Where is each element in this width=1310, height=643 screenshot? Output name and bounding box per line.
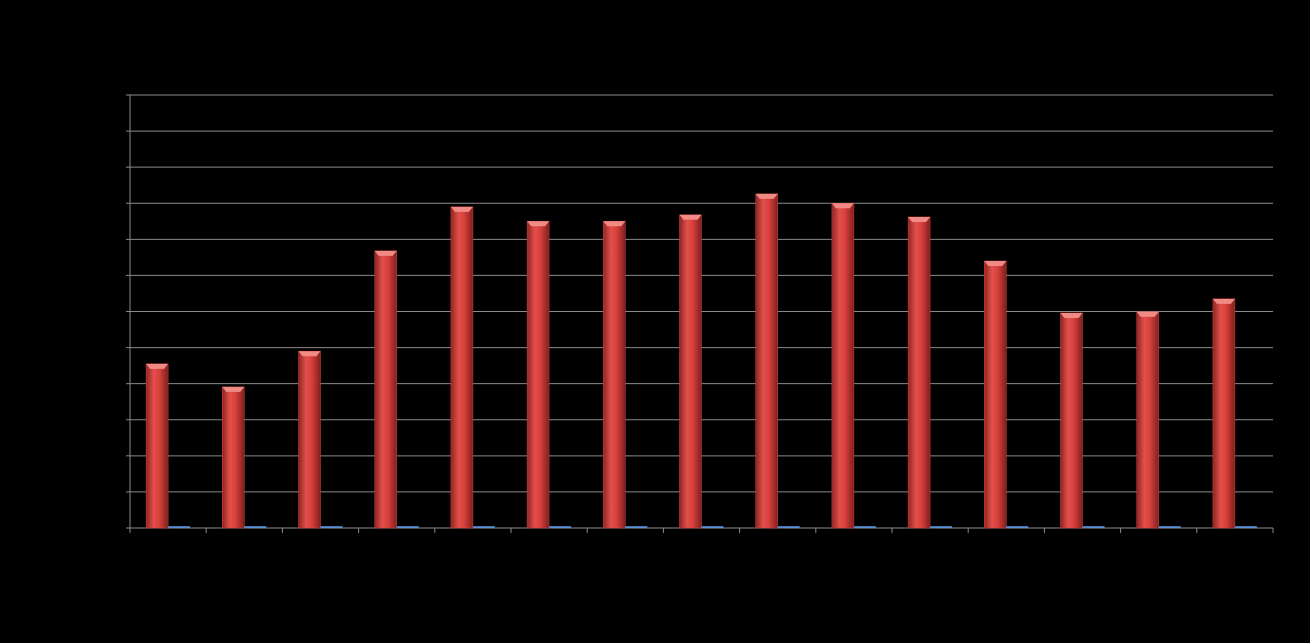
bar-cap [450, 206, 473, 212]
bar [853, 526, 876, 528]
bar-cap [755, 193, 778, 199]
bar-cap [298, 351, 321, 357]
bar [526, 221, 550, 529]
bar [320, 526, 343, 528]
bar-cap [146, 363, 169, 369]
bar [472, 526, 495, 528]
y-tick-label: 7 [115, 268, 122, 282]
bar-cap [1136, 311, 1159, 317]
bar-cap [1212, 298, 1235, 304]
bar [625, 526, 648, 528]
y-tick-label: 12 [109, 87, 123, 101]
y-tick-label: 3 [115, 412, 122, 426]
bar [396, 526, 419, 528]
bar-cap [527, 221, 550, 227]
bar [168, 526, 191, 528]
bar [603, 221, 626, 529]
bar-cap [1060, 312, 1083, 318]
bar-cap [374, 250, 397, 256]
bar [1006, 526, 1029, 528]
bar-cap [679, 214, 702, 220]
bar [679, 214, 702, 529]
bar [374, 250, 397, 529]
bar [549, 526, 572, 528]
bar [1136, 311, 1159, 529]
bar [450, 206, 474, 529]
bar [298, 350, 321, 529]
y-tick-label: 0 [115, 520, 122, 534]
bar [831, 203, 855, 529]
bar [907, 216, 931, 529]
y-tick-label: 1 [115, 484, 122, 498]
bar-cap [984, 260, 1007, 266]
bar [755, 193, 778, 529]
bar [1234, 526, 1257, 528]
bar [930, 526, 953, 528]
y-tick-label: 5 [115, 340, 122, 354]
bar [222, 386, 245, 529]
bar-cap [908, 216, 931, 222]
bar [1158, 526, 1181, 528]
y-tick-label: 9 [115, 195, 122, 209]
y-tick-label: 8 [115, 232, 122, 246]
bar [984, 260, 1007, 529]
bar [777, 526, 800, 528]
y-tick-label: 4 [115, 376, 122, 390]
y-tick-label: 2 [115, 448, 122, 462]
bar [1060, 312, 1083, 529]
bar [145, 363, 169, 529]
bar [1082, 526, 1105, 528]
bar-cap [831, 203, 854, 209]
y-tick-label: 10 [109, 159, 123, 173]
bar [701, 526, 724, 528]
y-tick-label: 11 [110, 123, 123, 137]
bar-cap [222, 386, 245, 392]
bar [1212, 298, 1236, 529]
y-tick-label: 6 [115, 304, 122, 318]
bar [244, 526, 267, 528]
bar-cap [603, 221, 626, 227]
